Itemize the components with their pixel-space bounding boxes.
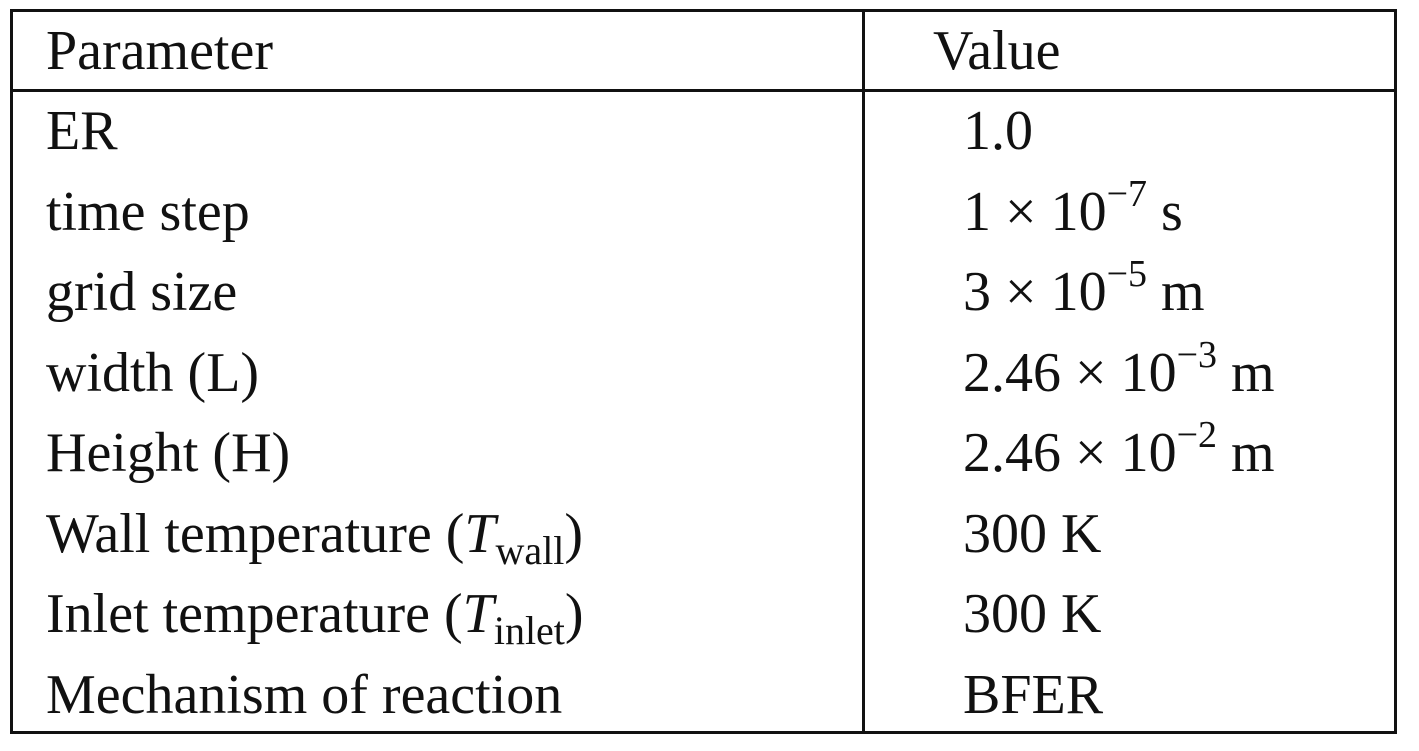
row-height-value: 2.46 × 10−2 m bbox=[963, 416, 1275, 486]
column-divider bbox=[862, 12, 865, 731]
grid-size-unit: m bbox=[1147, 261, 1205, 323]
wall-temperature-symbol: T bbox=[464, 503, 496, 565]
row-mechanism-parameter: Mechanism of reaction bbox=[46, 664, 563, 726]
parameter-table: Parameter Value ER 1.0 time step 1 × 10−… bbox=[10, 9, 1397, 734]
row-time-step-value: 1 × 10−7 s bbox=[963, 175, 1183, 245]
row-time-step-parameter: time step bbox=[46, 181, 250, 243]
row-grid-size-parameter: grid size bbox=[46, 261, 238, 323]
wall-temperature-suffix: ) bbox=[564, 503, 584, 565]
width-unit: m bbox=[1217, 342, 1275, 404]
time-step-exponent: −7 bbox=[1106, 173, 1148, 216]
row-mechanism-value: BFER bbox=[963, 664, 1104, 726]
row-grid-size-value: 3 × 10−5 m bbox=[963, 255, 1205, 325]
inlet-temperature-suffix: ) bbox=[564, 583, 584, 645]
wall-temperature-prefix: Wall temperature ( bbox=[46, 503, 465, 565]
inlet-temperature-prefix: Inlet temperature ( bbox=[46, 583, 463, 645]
header-parameter: Parameter bbox=[46, 20, 273, 82]
grid-size-exponent: −5 bbox=[1106, 253, 1148, 296]
header-value: Value bbox=[933, 20, 1061, 82]
time-step-mantissa: 1 × 10 bbox=[963, 181, 1107, 243]
width-mantissa: 2.46 × 10 bbox=[963, 342, 1177, 404]
row-height-parameter: Height (H) bbox=[46, 422, 291, 484]
inlet-temperature-symbol: T bbox=[462, 583, 494, 645]
row-er-value: 1.0 bbox=[963, 100, 1033, 162]
row-wall-temperature-parameter: Wall temperature (Twall) bbox=[46, 501, 584, 571]
header-rule bbox=[13, 89, 1394, 92]
height-mantissa: 2.46 × 10 bbox=[963, 422, 1177, 484]
row-wall-temperature-value: 300 K bbox=[963, 503, 1102, 565]
wall-temperature-subscript: wall bbox=[495, 528, 565, 574]
inlet-temperature-subscript: inlet bbox=[493, 608, 565, 654]
row-inlet-temperature-value: 300 K bbox=[963, 583, 1102, 645]
row-width-value: 2.46 × 10−3 m bbox=[963, 336, 1275, 406]
height-exponent: −2 bbox=[1176, 414, 1218, 457]
row-inlet-temperature-parameter: Inlet temperature (Tinlet) bbox=[46, 581, 584, 651]
row-width-parameter: width (L) bbox=[46, 342, 260, 404]
grid-size-mantissa: 3 × 10 bbox=[963, 261, 1107, 323]
row-er-parameter: ER bbox=[46, 100, 118, 162]
width-exponent: −3 bbox=[1176, 334, 1218, 377]
height-unit: m bbox=[1217, 422, 1275, 484]
time-step-unit: s bbox=[1147, 181, 1183, 243]
